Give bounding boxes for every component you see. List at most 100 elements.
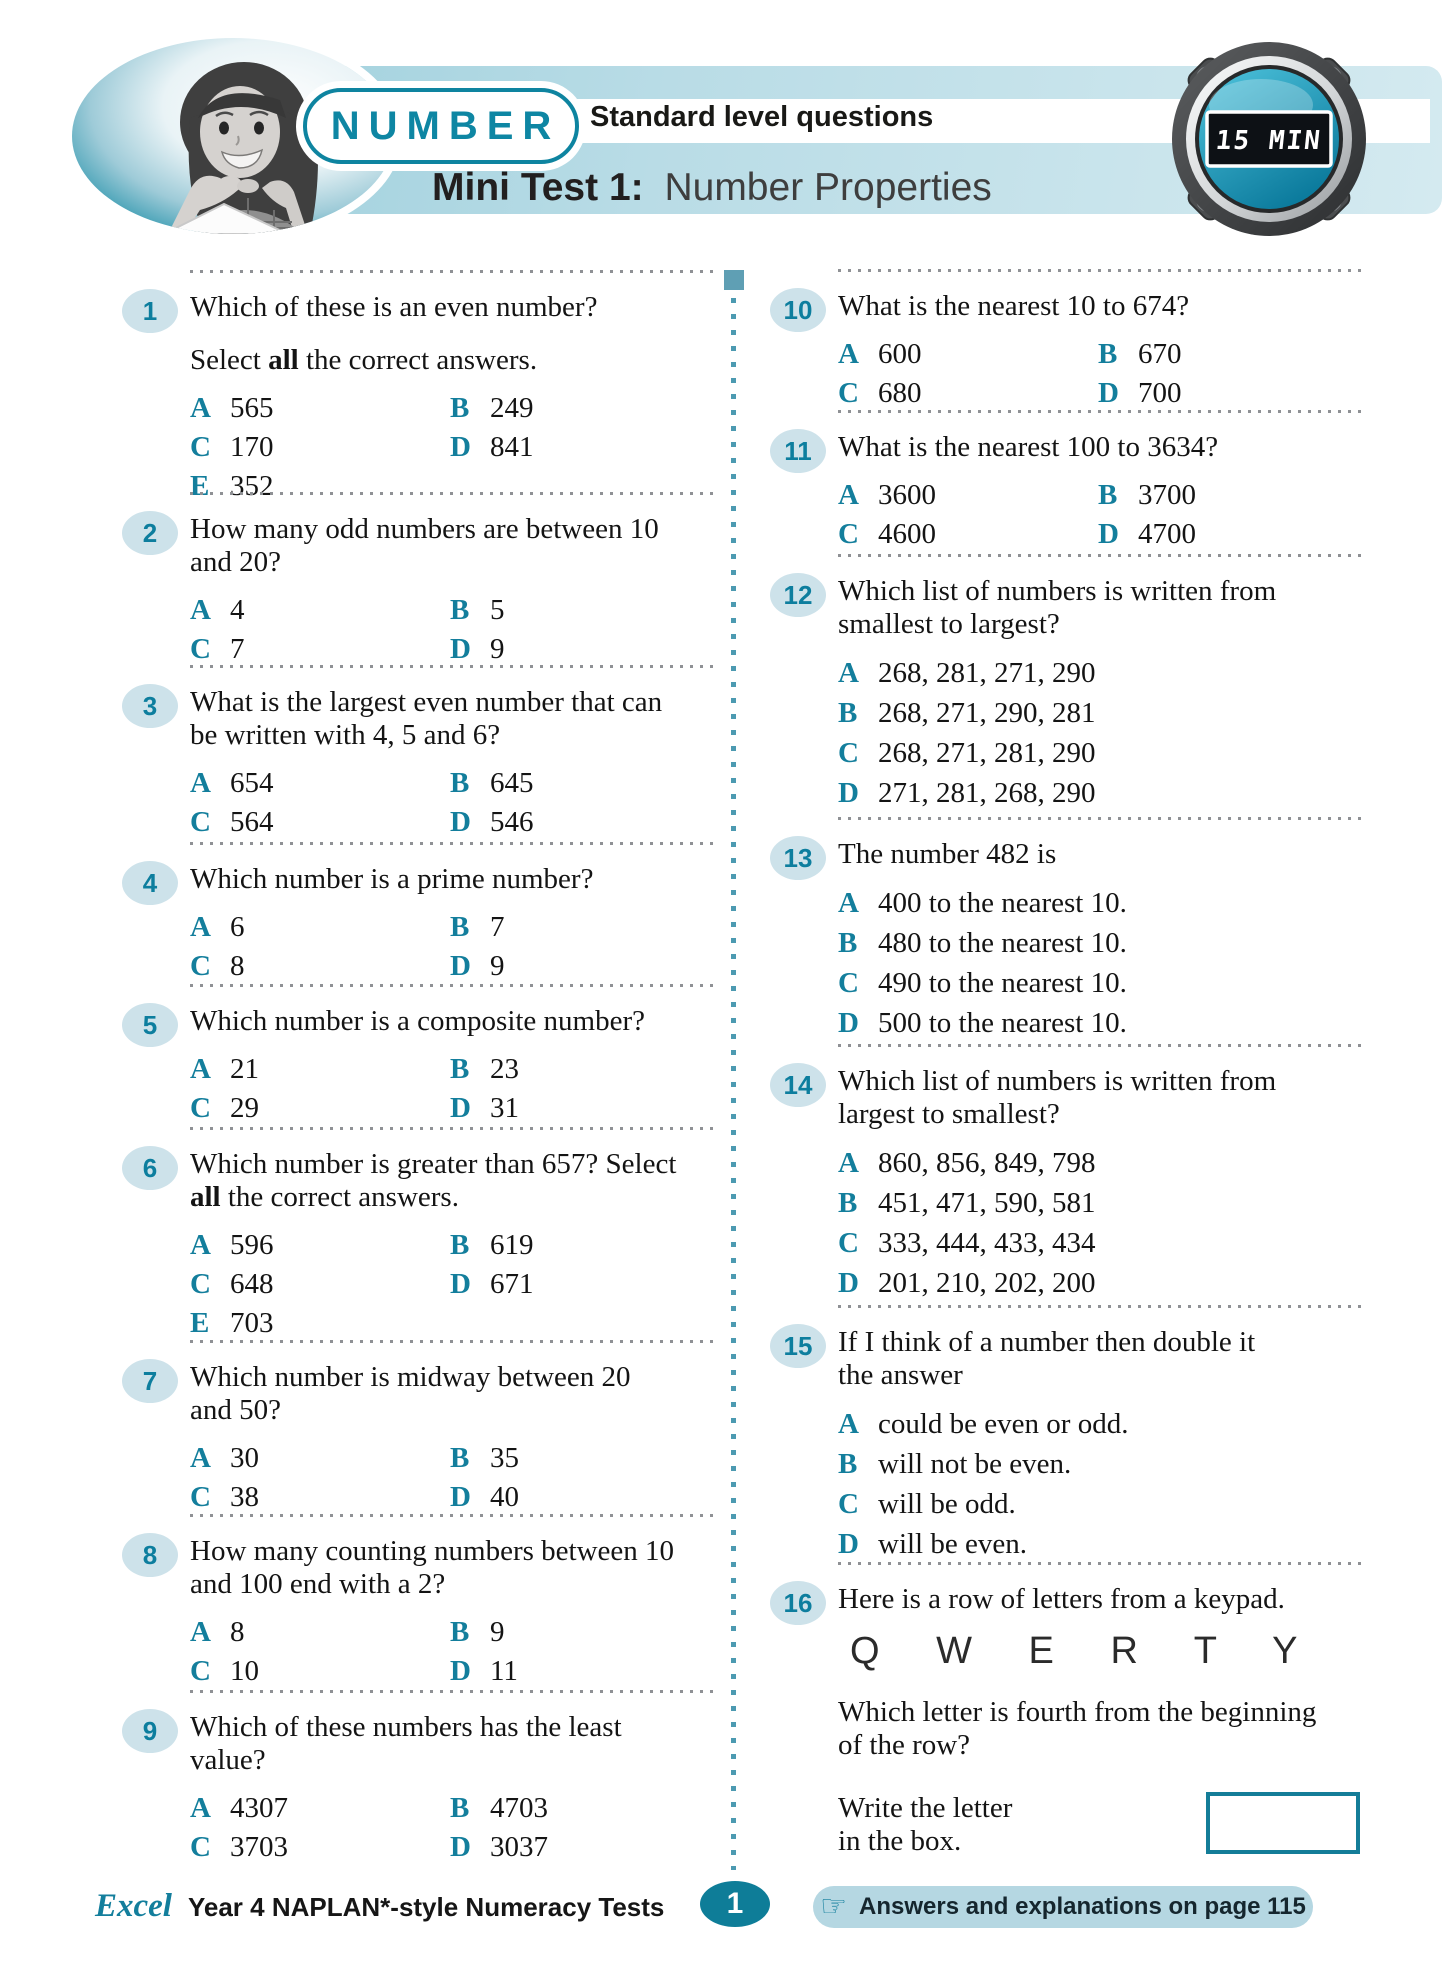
answer-option-6D[interactable]: D 671 [450, 1265, 714, 1304]
question-number-badge: 10 [770, 288, 826, 332]
answer-option-5A[interactable]: A 21 [190, 1050, 450, 1089]
question-body: The number 482 is A 400 to the nearest 10.… [838, 838, 1364, 1043]
option-value: 703 [230, 1307, 274, 1339]
answer-option-7D[interactable]: D 40 [450, 1478, 714, 1517]
answer-option-13D[interactable]: D 500 to the nearest 10. [838, 1003, 1364, 1043]
answer-option-11A[interactable]: A 3600 [838, 476, 1098, 515]
question-body: Which number is a composite number? A 21 B 2… [190, 1005, 714, 1128]
option-value: 860, 856, 849, 798 [878, 1147, 1096, 1179]
option-letter: D [838, 1267, 859, 1299]
answer-option-3C[interactable]: C 564 [190, 803, 450, 842]
answer-option-6B[interactable]: B 619 [450, 1226, 714, 1265]
answer-option-5D[interactable]: D 31 [450, 1089, 714, 1128]
option-letter: D [450, 1831, 471, 1863]
option-value: 654 [230, 767, 274, 799]
option-value: 600 [878, 338, 922, 370]
question-number: 3 [142, 690, 158, 721]
answer-option-6E[interactable]: E 703 [190, 1304, 450, 1343]
question-number: 9 [142, 1715, 158, 1746]
answer-option-13C[interactable]: C 490 to the nearest 10. [838, 963, 1364, 1003]
question-text-line: Which of these is an even number? [190, 291, 598, 323]
option-letter: D [1098, 377, 1119, 409]
answer-option-14A[interactable]: A 860, 856, 849, 798 [838, 1143, 1364, 1183]
timer-icon: 15 MIN [1172, 42, 1366, 236]
question-text-line: Which of these numbers has the least [190, 1711, 622, 1743]
option-letter: B [1098, 479, 1118, 511]
answer-option-6A[interactable]: A 596 [190, 1226, 450, 1265]
option-value: 3703 [230, 1831, 288, 1863]
answer-option-9C[interactable]: C 3703 [190, 1828, 450, 1867]
question-text-line: Select all the correct answers. [190, 344, 538, 376]
answer-option-9B[interactable]: B 4703 [450, 1789, 714, 1828]
answer-option-13A[interactable]: A 400 to the nearest 10. [838, 883, 1364, 923]
answer-option-12D[interactable]: D 271, 281, 268, 290 [838, 773, 1364, 813]
question-separator [838, 1562, 1364, 1565]
answer-write-box[interactable] [1206, 1792, 1360, 1854]
answer-option-5B[interactable]: B 23 [450, 1050, 714, 1089]
question-body: What is the nearest 10 to 674? A 600 B 670 C 6… [838, 290, 1364, 413]
answer-option-3D[interactable]: D 546 [450, 803, 714, 842]
answer-option-14B[interactable]: B 451, 471, 590, 581 [838, 1183, 1364, 1223]
option-letter: B [450, 1229, 470, 1261]
question: 13 The number 482 is A 400 to the nearest … [770, 817, 1364, 1043]
answer-option-7B[interactable]: B 35 [450, 1439, 714, 1478]
answer-option-10D[interactable]: D 700 [1098, 374, 1364, 413]
option-value: 3600 [878, 479, 936, 511]
answer-option-6C[interactable]: C 648 [190, 1265, 450, 1304]
answer-option-10C[interactable]: C 680 [838, 374, 1098, 413]
question-text-line: and 100 end with a 2? [190, 1568, 446, 1600]
answer-option-3B[interactable]: B 645 [450, 764, 714, 803]
answer-option-1B[interactable]: B 249 [450, 389, 714, 428]
answer-option-9A[interactable]: A 4307 [190, 1789, 450, 1828]
answer-option-9D[interactable]: D 3037 [450, 1828, 714, 1867]
answer-option-8D[interactable]: D 11 [450, 1652, 714, 1691]
answer-option-14C[interactable]: C 333, 444, 433, 434 [838, 1223, 1364, 1263]
answer-option-3A[interactable]: A 654 [190, 764, 450, 803]
option-letter: A [190, 1229, 211, 1261]
answer-option-7C[interactable]: C 38 [190, 1478, 450, 1517]
answer-options: A 400 to the nearest 10. B 480 to the neare… [838, 883, 1364, 1043]
keypad-letter-row: Q W E R T Y [850, 1630, 1306, 1672]
question-number-badge: 9 [122, 1709, 178, 1753]
option-letter: D [838, 777, 859, 809]
answer-option-8C[interactable]: C 10 [190, 1652, 450, 1691]
option-value: 451, 471, 590, 581 [878, 1187, 1096, 1219]
answer-option-5C[interactable]: C 29 [190, 1089, 450, 1128]
write-answer-row: Write the letter in the box. [838, 1792, 1364, 1858]
question-number-badge: 5 [122, 1003, 178, 1047]
option-letter: C [838, 737, 859, 769]
answer-option-13B[interactable]: B 480 to the nearest 10. [838, 923, 1364, 963]
question-number: 15 [783, 1330, 813, 1361]
answer-option-14D[interactable]: D 201, 210, 202, 200 [838, 1263, 1364, 1303]
answer-option-11C[interactable]: C 4600 [838, 515, 1098, 554]
answer-option-11B[interactable]: B 3700 [1098, 476, 1364, 515]
answer-option-1C[interactable]: C 170 [190, 428, 450, 467]
answer-option-12B[interactable]: B 268, 271, 290, 281 [838, 693, 1364, 733]
answer-option-12C[interactable]: C 268, 271, 281, 290 [838, 733, 1364, 773]
answer-option-1D[interactable]: D 841 [450, 428, 714, 467]
option-value: 3700 [1138, 479, 1196, 511]
question-number: 4 [142, 867, 158, 898]
answer-option-10B[interactable]: B 670 [1098, 335, 1364, 374]
question-text-line: How many odd numbers are between 10 [190, 513, 659, 545]
answer-option-10A[interactable]: A 600 [838, 335, 1098, 374]
question-number-badge: 14 [770, 1063, 826, 1107]
answer-option-11D[interactable]: D 4700 [1098, 515, 1364, 554]
answer-option-7A[interactable]: A 30 [190, 1439, 450, 1478]
answer-option-1A[interactable]: A 565 [190, 389, 450, 428]
answer-option-12A[interactable]: A 268, 281, 271, 290 [838, 653, 1364, 693]
